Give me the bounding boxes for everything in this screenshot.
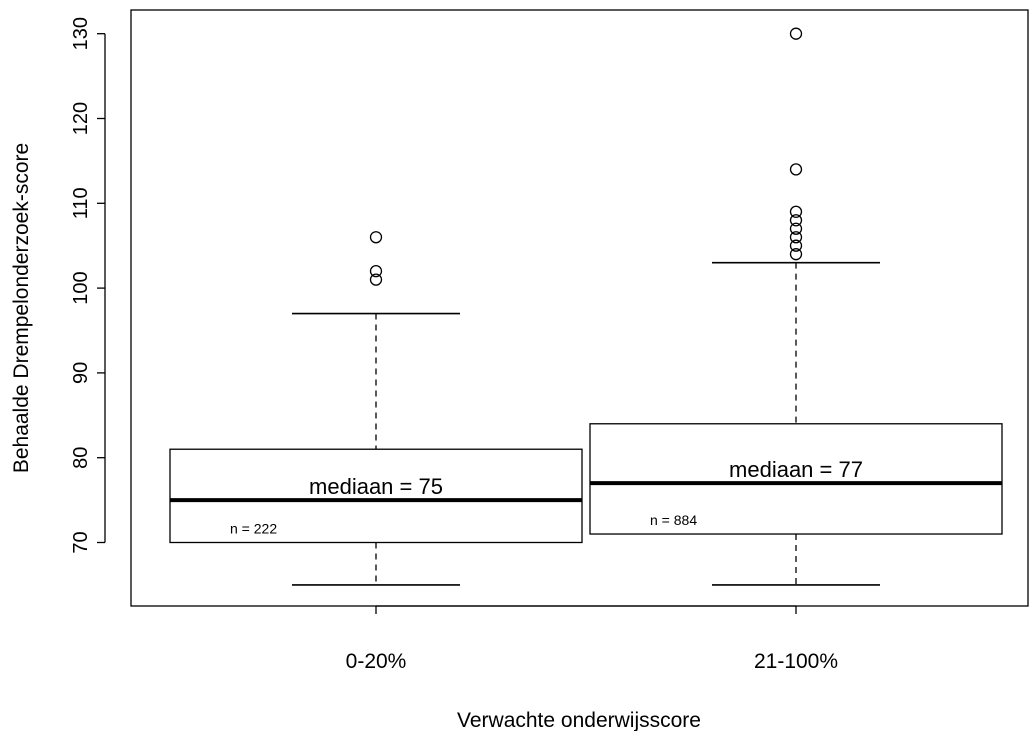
outlier-point-7 bbox=[789, 163, 803, 176]
x-tick-label-1: 0-20% bbox=[346, 650, 407, 673]
y-axis: 70 80 90 100 110 120 130 bbox=[70, 17, 106, 554]
y-tick-label-90: 90 bbox=[70, 362, 92, 384]
outlier-point-2 bbox=[369, 264, 383, 278]
y-tick-label-100: 100 bbox=[70, 271, 92, 304]
y-tick-label-110: 110 bbox=[70, 187, 92, 219]
outlier-point-3 bbox=[369, 231, 383, 244]
y-tick-label-80: 80 bbox=[70, 447, 92, 469]
iqr-box bbox=[589, 423, 1003, 535]
x-axis: 0-20% 21-100% bbox=[346, 605, 838, 673]
outlier-point-3 bbox=[789, 231, 803, 244]
outlier-point-5 bbox=[789, 214, 803, 227]
n-label: n = 884 bbox=[650, 512, 697, 528]
outlier-point-2 bbox=[789, 239, 803, 252]
outlier-point-6 bbox=[789, 205, 803, 218]
boxes: mediaan = 75 n = 222 mediaan = 77 n = 884 bbox=[169, 27, 1003, 586]
outlier-point-8 bbox=[789, 27, 803, 40]
y-tick-label-70: 70 bbox=[70, 531, 92, 553]
box-group-1: mediaan = 75 n = 222 bbox=[169, 231, 583, 586]
y-tick-label-120: 120 bbox=[70, 102, 92, 135]
n-label: n = 222 bbox=[230, 521, 277, 537]
iqr-box bbox=[169, 448, 583, 544]
median-label: mediaan = 77 bbox=[729, 457, 863, 482]
outlier-point-4 bbox=[789, 222, 803, 235]
median-label: mediaan = 75 bbox=[309, 474, 443, 499]
box-group-2: mediaan = 77 n = 884 bbox=[589, 27, 1003, 586]
y-tick-label-130: 130 bbox=[70, 17, 92, 50]
x-axis-title: Verwachte onderwijsscore bbox=[457, 709, 701, 731]
y-axis-title: Behaalde Drempelonderzoek-score bbox=[10, 143, 33, 473]
outlier-point-1 bbox=[789, 248, 803, 261]
outlier-point-1 bbox=[369, 273, 383, 286]
x-tick-label-2: 21-100% bbox=[754, 650, 838, 673]
